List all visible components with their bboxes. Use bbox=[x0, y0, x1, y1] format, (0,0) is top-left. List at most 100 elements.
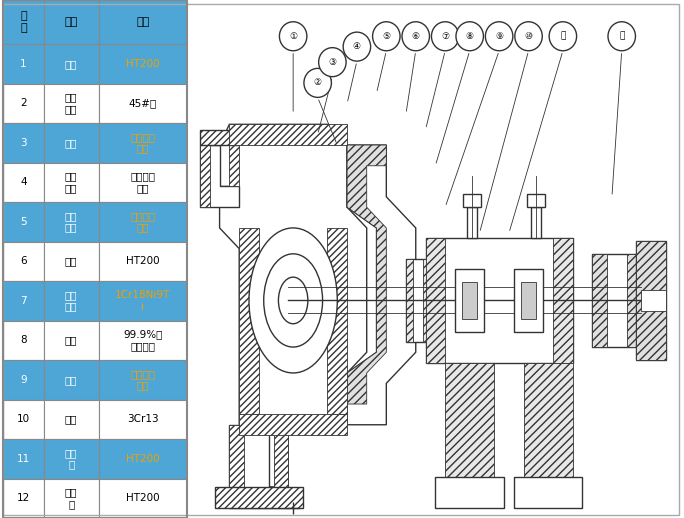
Bar bbox=[524, 363, 573, 487]
Text: 11: 11 bbox=[17, 454, 30, 464]
Text: 1Cr18Ni9T
i: 1Cr18Ni9T i bbox=[115, 290, 170, 311]
Bar bbox=[3, 241, 44, 281]
Bar bbox=[636, 241, 666, 360]
Bar bbox=[3, 399, 44, 439]
Bar bbox=[98, 360, 187, 399]
Polygon shape bbox=[347, 145, 435, 425]
Bar bbox=[98, 0, 187, 44]
Bar bbox=[455, 269, 484, 332]
Bar bbox=[553, 238, 573, 363]
Bar bbox=[3, 439, 44, 479]
Circle shape bbox=[608, 22, 635, 51]
Text: 静环: 静环 bbox=[65, 335, 77, 346]
Text: 6: 6 bbox=[21, 256, 27, 266]
Circle shape bbox=[515, 22, 542, 51]
Ellipse shape bbox=[264, 254, 323, 347]
Bar bbox=[98, 439, 187, 479]
Bar bbox=[3, 123, 44, 163]
Text: 2: 2 bbox=[21, 98, 27, 108]
Text: 45#钢: 45#钢 bbox=[129, 98, 157, 108]
Text: ⑫: ⑫ bbox=[619, 32, 624, 41]
Bar bbox=[423, 259, 430, 342]
Text: 泵体
衬里: 泵体 衬里 bbox=[65, 171, 77, 193]
Bar bbox=[3, 360, 44, 399]
Text: 泵盖
衬里: 泵盖 衬里 bbox=[65, 211, 77, 233]
Polygon shape bbox=[229, 425, 288, 508]
Bar bbox=[636, 241, 666, 360]
Bar bbox=[44, 44, 98, 83]
Text: 3: 3 bbox=[21, 138, 27, 148]
Bar bbox=[514, 477, 583, 508]
Bar bbox=[592, 254, 642, 347]
Text: 泵盖: 泵盖 bbox=[65, 256, 77, 266]
Polygon shape bbox=[347, 145, 386, 404]
Text: 序
号: 序 号 bbox=[21, 11, 27, 33]
Bar bbox=[98, 83, 187, 123]
Bar bbox=[425, 238, 445, 363]
Bar bbox=[467, 207, 477, 238]
Bar bbox=[531, 207, 541, 238]
Bar bbox=[463, 194, 481, 207]
Text: 8: 8 bbox=[21, 335, 27, 346]
Bar bbox=[44, 241, 98, 281]
Text: 7: 7 bbox=[21, 296, 27, 306]
Text: ⑧: ⑧ bbox=[466, 32, 474, 41]
Text: 聚全氟乙
丙烯: 聚全氟乙 丙烯 bbox=[130, 211, 155, 233]
Circle shape bbox=[402, 22, 430, 51]
Bar bbox=[44, 399, 98, 439]
Bar bbox=[514, 269, 543, 332]
Bar bbox=[98, 123, 187, 163]
Circle shape bbox=[432, 22, 459, 51]
Bar bbox=[406, 259, 413, 342]
Bar bbox=[44, 479, 98, 518]
Bar bbox=[3, 44, 44, 83]
Bar bbox=[521, 282, 536, 319]
Text: 聚全氟乙
丙烯: 聚全氟乙 丙烯 bbox=[130, 132, 155, 153]
Bar bbox=[98, 202, 187, 241]
Text: 99.9%氧
化铝陶瓷: 99.9%氧 化铝陶瓷 bbox=[123, 329, 162, 351]
Text: HT200: HT200 bbox=[126, 256, 159, 266]
Polygon shape bbox=[239, 414, 347, 435]
Text: 3Cr13: 3Cr13 bbox=[127, 414, 159, 424]
Text: 4: 4 bbox=[21, 177, 27, 188]
Text: ③: ③ bbox=[328, 57, 337, 67]
Bar bbox=[44, 83, 98, 123]
Polygon shape bbox=[200, 145, 210, 207]
Text: ⑦: ⑦ bbox=[441, 32, 449, 41]
Ellipse shape bbox=[249, 228, 337, 373]
Polygon shape bbox=[328, 228, 347, 414]
Bar bbox=[44, 360, 98, 399]
Text: 泵体: 泵体 bbox=[65, 59, 77, 69]
Text: 轴承
体: 轴承 体 bbox=[65, 448, 77, 469]
Polygon shape bbox=[200, 145, 239, 207]
Bar bbox=[592, 254, 607, 347]
Circle shape bbox=[279, 22, 307, 51]
Text: 12: 12 bbox=[17, 493, 30, 503]
Bar bbox=[98, 281, 187, 321]
Circle shape bbox=[319, 48, 346, 77]
Polygon shape bbox=[274, 425, 288, 487]
Bar bbox=[44, 202, 98, 241]
Bar bbox=[44, 281, 98, 321]
Text: ⑤: ⑤ bbox=[382, 32, 391, 41]
Text: 填充四氟
乙烯: 填充四氟 乙烯 bbox=[130, 369, 155, 391]
Text: ⑩: ⑩ bbox=[525, 32, 533, 41]
Bar bbox=[3, 281, 44, 321]
Bar bbox=[98, 163, 187, 202]
Bar bbox=[98, 241, 187, 281]
Text: 9: 9 bbox=[21, 375, 27, 385]
Bar bbox=[44, 321, 98, 360]
Text: HT200: HT200 bbox=[126, 59, 159, 69]
Bar bbox=[44, 163, 98, 202]
Text: 5: 5 bbox=[21, 217, 27, 227]
Bar bbox=[3, 163, 44, 202]
Text: ⑥: ⑥ bbox=[412, 32, 420, 41]
Text: 1: 1 bbox=[21, 59, 27, 69]
Polygon shape bbox=[220, 124, 367, 487]
Bar bbox=[406, 259, 436, 342]
Bar bbox=[98, 399, 187, 439]
Bar bbox=[445, 363, 495, 487]
Polygon shape bbox=[229, 425, 244, 508]
Circle shape bbox=[456, 22, 484, 51]
Circle shape bbox=[486, 22, 513, 51]
